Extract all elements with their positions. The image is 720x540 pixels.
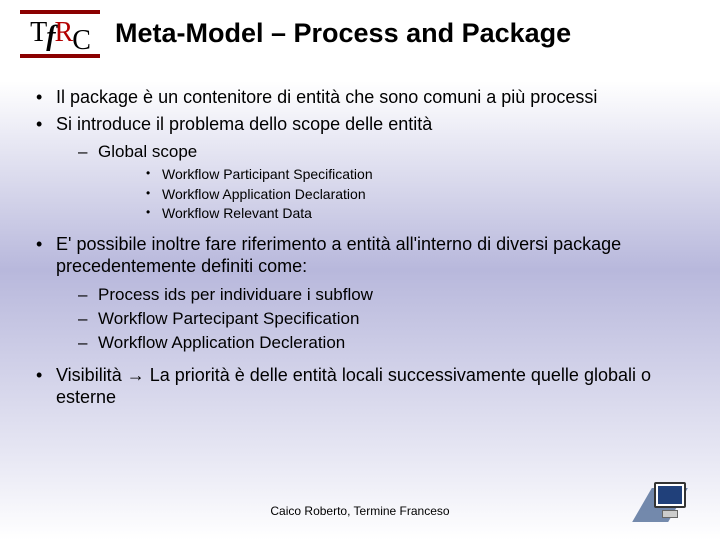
- bullet-level2: Workflow Application Decleration: [56, 332, 690, 353]
- footer-authors: Caico Roberto, Termine Franceso: [0, 504, 720, 518]
- bullet-level3: Workflow Participant Specification: [98, 166, 690, 184]
- bullet-text: E' possibile inoltre fare riferimento a …: [56, 234, 621, 277]
- computer-icon: [646, 482, 690, 522]
- bullet-text: Global scope: [98, 142, 197, 161]
- bullet-level3: Workflow Application Declaration: [98, 186, 690, 204]
- slide-title: Meta-Model – Process and Package: [115, 18, 571, 49]
- logo-text: TfRC: [30, 17, 90, 56]
- bullet-level1: Si introduce il problema dello scope del…: [36, 113, 690, 223]
- logo-letter-r: R: [55, 17, 73, 48]
- bullet-level1: E' possibile inoltre fare riferimento a …: [36, 233, 690, 354]
- bullet-level2: Global scope Workflow Participant Specif…: [56, 141, 690, 223]
- logo: TfRC: [20, 10, 100, 58]
- bullet-level1: Visibilità → La priorità è delle entità …: [36, 364, 690, 409]
- slide-body: Il package è un contenitore di entità ch…: [36, 86, 690, 413]
- bullet-level2: Workflow Partecipant Specification: [56, 308, 690, 329]
- logo-letter-c: C: [72, 25, 90, 56]
- bullet-text-pre: Visibilità: [56, 365, 127, 385]
- bullet-level3: Workflow Relevant Data: [98, 205, 690, 223]
- logo-letter-t: T: [30, 17, 46, 48]
- bullet-level1: Il package è un contenitore di entità ch…: [36, 86, 690, 109]
- bullet-text: Si introduce il problema dello scope del…: [56, 114, 432, 134]
- bullet-level2: Process ids per individuare i subflow: [56, 284, 690, 305]
- logo-letter-f: f: [46, 21, 54, 52]
- bullet-text-post: La priorità è delle entità locali succes…: [56, 365, 651, 408]
- arrow-icon: →: [127, 365, 145, 385]
